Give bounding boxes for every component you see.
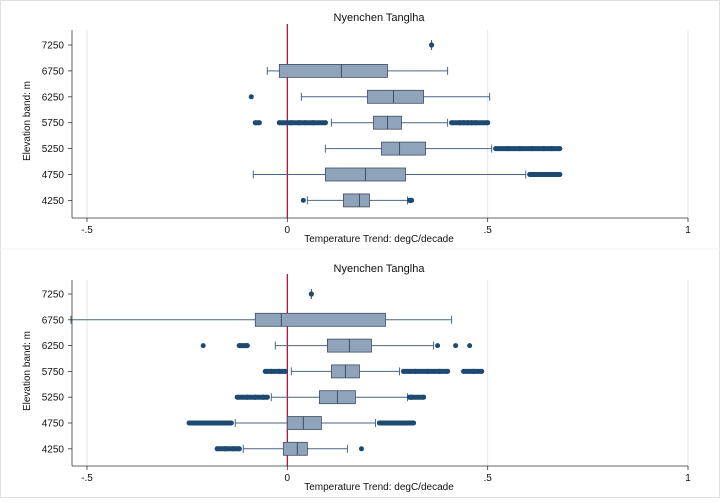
bottom-y-tick-6250: 6250 (42, 341, 72, 352)
x-tick-label: .5 (483, 225, 492, 236)
x-tick-value: .5 (85, 225, 94, 236)
y-tick-label: 5250 (42, 144, 65, 155)
top-x-tick-neg-half: -.5 (81, 218, 93, 236)
outlier-point (435, 343, 441, 349)
y-tick-label: 4250 (42, 444, 65, 455)
box-iqr (254, 312, 386, 327)
single-value-point (308, 291, 314, 297)
bottom-y-tick-5750: 5750 (42, 367, 72, 378)
top-axes: -.5 0 .5 1 7250 6750 6250 5750 525 (42, 30, 691, 236)
bottom-x-tick-half: .5 (483, 466, 492, 484)
outlier-point (248, 94, 254, 100)
top-x-tick-one: 1 (685, 218, 691, 236)
top-box-7250 (428, 40, 435, 50)
top-y-tick-5250: 5250 (42, 144, 72, 155)
y-tick-label: 4750 (42, 419, 65, 430)
x-tick-value: .5 (85, 473, 94, 484)
x-tick-label: 1 (685, 225, 691, 236)
bottom-boxes (70, 289, 485, 456)
top-y-tick-6750: 6750 (42, 66, 72, 77)
bottom-box-7250 (308, 289, 314, 299)
top-box-6250 (248, 89, 491, 104)
box-iqr (381, 141, 426, 156)
outlier-point (300, 197, 306, 203)
bottom-y-tick-4250: 4250 (42, 444, 72, 455)
y-tick-label: 5750 (42, 367, 65, 378)
top-y-tick-4250: 4250 (42, 196, 72, 207)
bottom-y-tick-5250: 5250 (42, 393, 72, 404)
x-tick-sign: - (81, 473, 84, 484)
bottom-box-6750 (70, 312, 453, 327)
top-x-tick-half: .5 (483, 218, 492, 236)
y-tick-label: 6750 (42, 315, 65, 326)
top-y-tick-6250: 6250 (42, 92, 72, 103)
x-tick-label: -.5 (81, 473, 93, 484)
bottom-box-5250 (234, 390, 427, 405)
top-y-axis-label: Elevation band: m (22, 81, 33, 161)
bottom-x-tick-zero: 0 (285, 466, 291, 484)
bottom-panel: Nyenchen Tanglha Temperature Trend: degC… (22, 263, 691, 493)
bottom-y-tick-7250: 7250 (42, 290, 72, 301)
x-tick-label: -.5 (81, 225, 93, 236)
top-boxes (248, 40, 563, 208)
x-tick-label: 1 (685, 473, 691, 484)
box-iqr (278, 64, 388, 78)
top-chart-title: Nyenchen Tanglha (334, 12, 426, 24)
outlier-point (200, 343, 206, 349)
y-tick-label: 6750 (42, 66, 65, 77)
top-y-tick-5750: 5750 (42, 118, 72, 129)
y-tick-label: 6250 (42, 341, 65, 352)
y-tick-label: 6250 (42, 92, 65, 103)
bottom-x-axis-label: Temperature Trend: degC/decade (304, 482, 454, 493)
x-tick-value: .5 (483, 225, 492, 236)
x-tick-value: 0 (285, 225, 291, 236)
x-tick-label: 0 (285, 473, 291, 484)
x-tick-value: .5 (483, 473, 492, 484)
y-tick-label: 7250 (42, 41, 65, 52)
y-tick-label: 5250 (42, 393, 65, 404)
bottom-x-tick-one: 1 (685, 466, 691, 484)
bottom-box-4750 (186, 416, 417, 430)
top-x-axis-label: Temperature Trend: degC/decade (304, 234, 454, 245)
x-tick-value: 1 (685, 225, 691, 236)
top-box-6750 (266, 64, 449, 78)
x-tick-label: .5 (483, 473, 492, 484)
bottom-y-tick-4750: 4750 (42, 419, 72, 430)
outlier-point (467, 343, 473, 349)
outlier-point (453, 343, 459, 349)
top-x-tick-zero: 0 (285, 218, 291, 236)
bottom-chart-title: Nyenchen Tanglha (334, 263, 426, 275)
outlier-point (358, 446, 364, 452)
y-tick-label: 4750 (42, 170, 65, 181)
bottom-x-tick-neg-half: -.5 (81, 466, 93, 484)
bottom-box-5750 (262, 364, 485, 379)
x-tick-label: 0 (285, 225, 291, 236)
bottom-axes: -.5 0 .5 1 7250 6750 6250 5750 525 (42, 280, 691, 484)
bottom-box-4250 (214, 441, 364, 456)
bottom-y-tick-6750: 6750 (42, 315, 72, 326)
box-iqr (286, 416, 322, 430)
single-value-point (428, 42, 435, 48)
top-box-5750 (252, 115, 491, 130)
y-tick-label: 4250 (42, 196, 65, 207)
box-iqr (282, 441, 308, 456)
top-box-4750 (252, 167, 563, 182)
top-y-tick-4750: 4750 (42, 170, 72, 181)
y-tick-label: 7250 (42, 290, 65, 301)
top-box-4250 (300, 193, 415, 208)
box-iqr (343, 193, 370, 208)
top-box-5250 (324, 141, 563, 156)
box-iqr (367, 89, 424, 104)
bottom-box-6250 (200, 338, 473, 353)
x-tick-value: 0 (285, 473, 291, 484)
bottom-y-axis-label: Elevation band: m (22, 331, 33, 411)
x-tick-sign: - (81, 225, 84, 236)
top-y-tick-7250: 7250 (42, 41, 72, 52)
y-tick-label: 5750 (42, 118, 65, 129)
x-tick-value: 1 (685, 473, 691, 484)
top-panel: Nyenchen Tanglha Temperature Trend: degC… (22, 12, 691, 245)
